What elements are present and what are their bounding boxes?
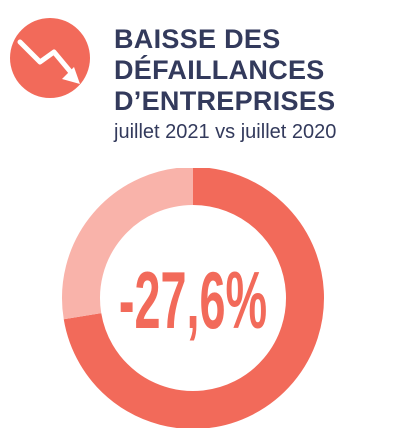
donut-center-label: -27,6% <box>119 256 267 347</box>
title-line-1: BAISSE DES <box>114 24 281 54</box>
subtitle: juillet 2021 vs juillet 2020 <box>114 121 337 143</box>
title-block: BAISSE DES DÉFAILLANCES D’ENTREPRISES ju… <box>114 24 336 144</box>
title-line-3: D’ENTREPRISES <box>114 86 336 116</box>
donut-chart-svg: -27,6% <box>62 168 324 428</box>
donut-chart: -27,6% <box>58 168 328 428</box>
trend-down-icon <box>17 39 80 84</box>
title-line-2: DÉFAILLANCES <box>114 55 325 85</box>
header-icon-circle <box>10 18 90 98</box>
donut-slice-remainder <box>62 168 194 320</box>
donut-slices <box>62 168 324 428</box>
donut-slice-main <box>63 168 324 428</box>
